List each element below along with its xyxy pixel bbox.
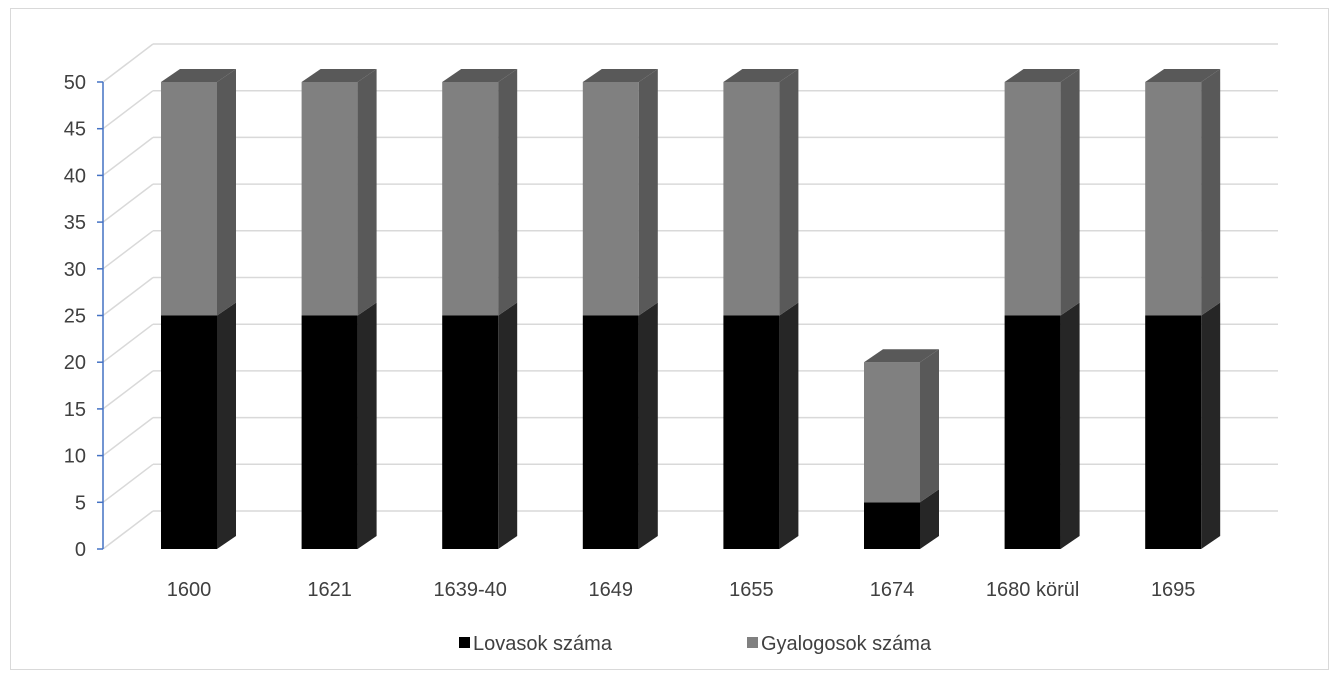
bar-segment-front (723, 82, 780, 316)
gridline-diagonal (102, 463, 154, 503)
bar-segment-front (582, 315, 639, 549)
y-tick-label: 10 (64, 446, 86, 468)
bar-top (161, 69, 236, 82)
y-tick-labels: 0 5 10 15 20 25 30 35 40 45 50 (64, 72, 86, 561)
x-tick-label: 1600 (167, 579, 212, 601)
bar-top (864, 349, 939, 363)
bar-segment-front (1004, 315, 1061, 549)
legend-swatch (459, 637, 470, 648)
x-tick-label: 1695 (1151, 579, 1196, 601)
gridline-diagonal (102, 230, 154, 270)
bar-segment-side (357, 69, 377, 316)
y-tick-label: 25 (64, 306, 86, 328)
bar-segment-side (498, 69, 518, 316)
legend-swatch (747, 637, 758, 648)
y-tick-label: 30 (64, 259, 86, 281)
bar-top (442, 69, 518, 82)
x-tick-label: 1639-40 (433, 579, 506, 601)
bar-segment-front (442, 82, 499, 316)
bar-segment-front (1145, 315, 1202, 549)
bar-segment-side (638, 69, 658, 316)
bar-segment-front (301, 315, 358, 549)
bar-segment-front (161, 82, 217, 316)
bar-top (1004, 69, 1080, 82)
bar-top (723, 69, 799, 82)
bar-segment-side (1201, 302, 1221, 549)
gridline-diagonal (102, 136, 154, 176)
x-tick-label: 1655 (729, 579, 774, 601)
y-tick-label: 40 (64, 165, 86, 187)
bar-segment-side (1060, 302, 1080, 549)
bar-segment-side (920, 489, 939, 549)
bar-segment-side (498, 302, 518, 549)
gridlines (102, 43, 1278, 550)
bar-segment-front (1145, 82, 1202, 316)
gridline-diagonal (102, 276, 154, 317)
y-tick-label: 5 (75, 492, 86, 514)
bar-segment-front (864, 362, 920, 503)
bar-segment-side (217, 69, 236, 316)
x-tick-label: 1621 (307, 579, 352, 601)
gridline-diagonal (102, 183, 154, 223)
legend-label: Gyalogosok száma (761, 633, 932, 655)
y-axis (97, 81, 104, 550)
bar-segment-front (442, 315, 499, 549)
y-tick-label: 45 (64, 119, 86, 141)
bar-top (582, 69, 658, 82)
bar-top (301, 69, 377, 82)
gridline-diagonal (102, 370, 154, 410)
x-tick-label: 1680 körül (986, 579, 1079, 601)
bar-segment-front (582, 82, 639, 316)
bar-segment-side (779, 69, 799, 316)
bars (161, 69, 1221, 549)
bar-segment-side (1201, 69, 1221, 316)
bar-segment-front (1004, 82, 1061, 316)
gridline-diagonal (102, 417, 154, 457)
gridline-diagonal (102, 510, 154, 550)
legend-label: Lovasok száma (473, 633, 613, 655)
y-tick-label: 20 (64, 352, 86, 374)
bar-segment-front (864, 502, 920, 549)
bar-segment-side (1060, 69, 1080, 316)
y-tick-label: 0 (75, 539, 86, 561)
bar-segment-front (161, 315, 217, 549)
gridline-diagonal (102, 90, 154, 130)
gridline-diagonal (102, 323, 154, 363)
bar-segment-side (357, 302, 377, 549)
bar-segment-front (723, 315, 780, 549)
bar-segment-front (301, 82, 358, 316)
y-tick-label: 35 (64, 212, 86, 234)
y-tick-label: 15 (64, 399, 86, 421)
legend: Lovasok száma Gyalogosok száma (459, 633, 932, 655)
bar-segment-side (638, 302, 658, 549)
bar-segment-side (217, 302, 236, 549)
y-tick-label: 50 (64, 72, 86, 94)
x-tick-labels: 1600 1621 1639-40 1649 1655 1674 1680 körül 169… (167, 579, 1196, 601)
bar-top (1145, 69, 1221, 82)
x-tick-label: 1649 (589, 579, 634, 601)
bar-segment-side (920, 349, 939, 503)
gridline-diagonal (102, 43, 154, 83)
bar-segment-side (779, 302, 799, 549)
x-tick-label: 1674 (870, 579, 915, 601)
